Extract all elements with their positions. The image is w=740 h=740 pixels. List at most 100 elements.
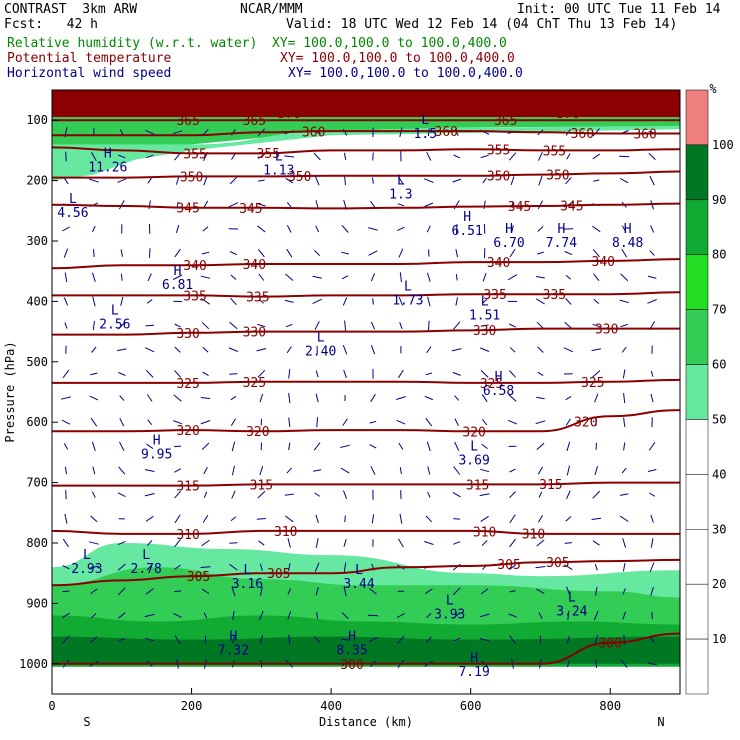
wind-vector — [229, 563, 238, 571]
theta-label: 320 — [574, 415, 597, 430]
theta-label: 305 — [497, 558, 520, 573]
colorbar-label: 90 — [712, 193, 726, 207]
wind-vector — [595, 659, 597, 668]
wind-vector — [564, 542, 573, 544]
wind-extremum-value: 2.56 — [99, 318, 130, 333]
x-tick-label: 800 — [599, 699, 621, 713]
wind-vector — [119, 395, 125, 401]
theta-label: 360 — [435, 125, 458, 140]
wind-vector — [651, 611, 653, 620]
wind-vector — [537, 515, 543, 523]
wind-extremum-value: 1.51 — [469, 308, 500, 323]
wind-vector — [564, 251, 573, 256]
wind-vector — [566, 465, 570, 476]
wind-vector — [144, 493, 155, 497]
theta-contour — [52, 481, 680, 487]
wind-extremum-value: 11.26 — [88, 160, 127, 175]
wind-vector — [147, 419, 153, 426]
wind-extremum-type: L — [421, 113, 429, 128]
wind-vector — [259, 465, 264, 476]
wind-vector — [483, 200, 486, 209]
wind-vector — [229, 373, 238, 375]
wind-vector — [288, 442, 291, 451]
wind-vector — [314, 562, 320, 572]
x-end-label: N — [657, 715, 664, 729]
wind-vector — [91, 151, 97, 161]
theta-label: 365 — [494, 114, 517, 129]
wind-vector — [509, 635, 516, 644]
wind-vector — [229, 176, 237, 185]
wind-vector — [341, 611, 349, 619]
wind-vector — [592, 370, 601, 378]
wind-vector — [200, 275, 211, 279]
wind-extremum-type: L — [83, 548, 91, 563]
wind-vector — [619, 155, 630, 158]
wind-extremum-type: H — [624, 222, 632, 237]
wind-vector — [343, 539, 347, 547]
wind-vector — [647, 469, 657, 472]
wind-extremum-type: L — [317, 331, 325, 346]
wind-vector — [650, 370, 654, 377]
wind-vector — [507, 274, 518, 281]
colorbar-label: 50 — [712, 412, 726, 426]
wind-vector — [117, 587, 126, 596]
wind-vector — [201, 298, 210, 305]
wind-vector — [201, 588, 210, 594]
wind-vector — [65, 489, 67, 500]
wind-vector — [342, 418, 348, 426]
wind-extremum-type: H — [348, 630, 356, 645]
wind-vector — [566, 490, 571, 499]
x-axis-label: Distance (km) — [319, 715, 413, 729]
wind-vector — [396, 419, 406, 425]
wind-vector — [427, 466, 431, 475]
wind-vector — [454, 441, 460, 451]
colorbar-swatch — [685, 254, 709, 310]
wind-vector — [395, 396, 406, 400]
model-name: CONTRAST 3km ARW — [4, 2, 138, 17]
wind-vector — [509, 590, 516, 593]
wind-vector — [174, 369, 182, 378]
wind-vector — [399, 127, 403, 138]
wind-vector — [426, 346, 432, 354]
wind-vector — [316, 612, 319, 619]
wind-vector — [231, 586, 236, 597]
wind-vector — [565, 395, 572, 401]
wind-vector — [230, 274, 237, 280]
theta-label: 310 — [473, 526, 496, 541]
wind-extremum-type: H — [104, 146, 112, 161]
wind-vector — [230, 297, 237, 306]
wind-vector — [647, 275, 657, 279]
theta-label: 320 — [246, 425, 269, 440]
wind-vector — [61, 612, 71, 619]
wind-vector — [287, 538, 291, 548]
field-wind-name: Horizontal wind speed — [7, 66, 172, 81]
wind-vector — [454, 418, 459, 427]
wind-vector — [341, 251, 349, 255]
wind-extremum-value: 4.56 — [57, 206, 88, 221]
wind-vector — [202, 226, 209, 232]
wind-vector — [117, 178, 127, 183]
wind-vector — [594, 563, 598, 571]
wind-vector — [538, 612, 543, 619]
wind-vector — [64, 322, 68, 329]
wind-extremum-type: H — [230, 630, 238, 645]
wind-vector — [203, 175, 208, 186]
y-tick-label: 700 — [26, 476, 48, 490]
y-tick-label: 400 — [26, 294, 48, 308]
wind-vector — [367, 614, 379, 617]
wind-vector — [148, 248, 151, 258]
wind-vector — [231, 441, 236, 452]
wind-vector — [259, 586, 263, 596]
wind-vector — [341, 275, 349, 280]
y-tick-label: 500 — [26, 355, 48, 369]
theta-label: 320 — [462, 425, 485, 440]
theta-label: 360 — [302, 125, 325, 140]
theta-label: 365 — [243, 114, 266, 129]
wind-vector — [147, 273, 152, 282]
wind-extremum-type: L — [111, 304, 119, 319]
wind-vector — [424, 541, 434, 545]
wind-vector — [174, 490, 181, 499]
wind-vector — [452, 178, 462, 183]
wind-vector — [286, 467, 292, 474]
